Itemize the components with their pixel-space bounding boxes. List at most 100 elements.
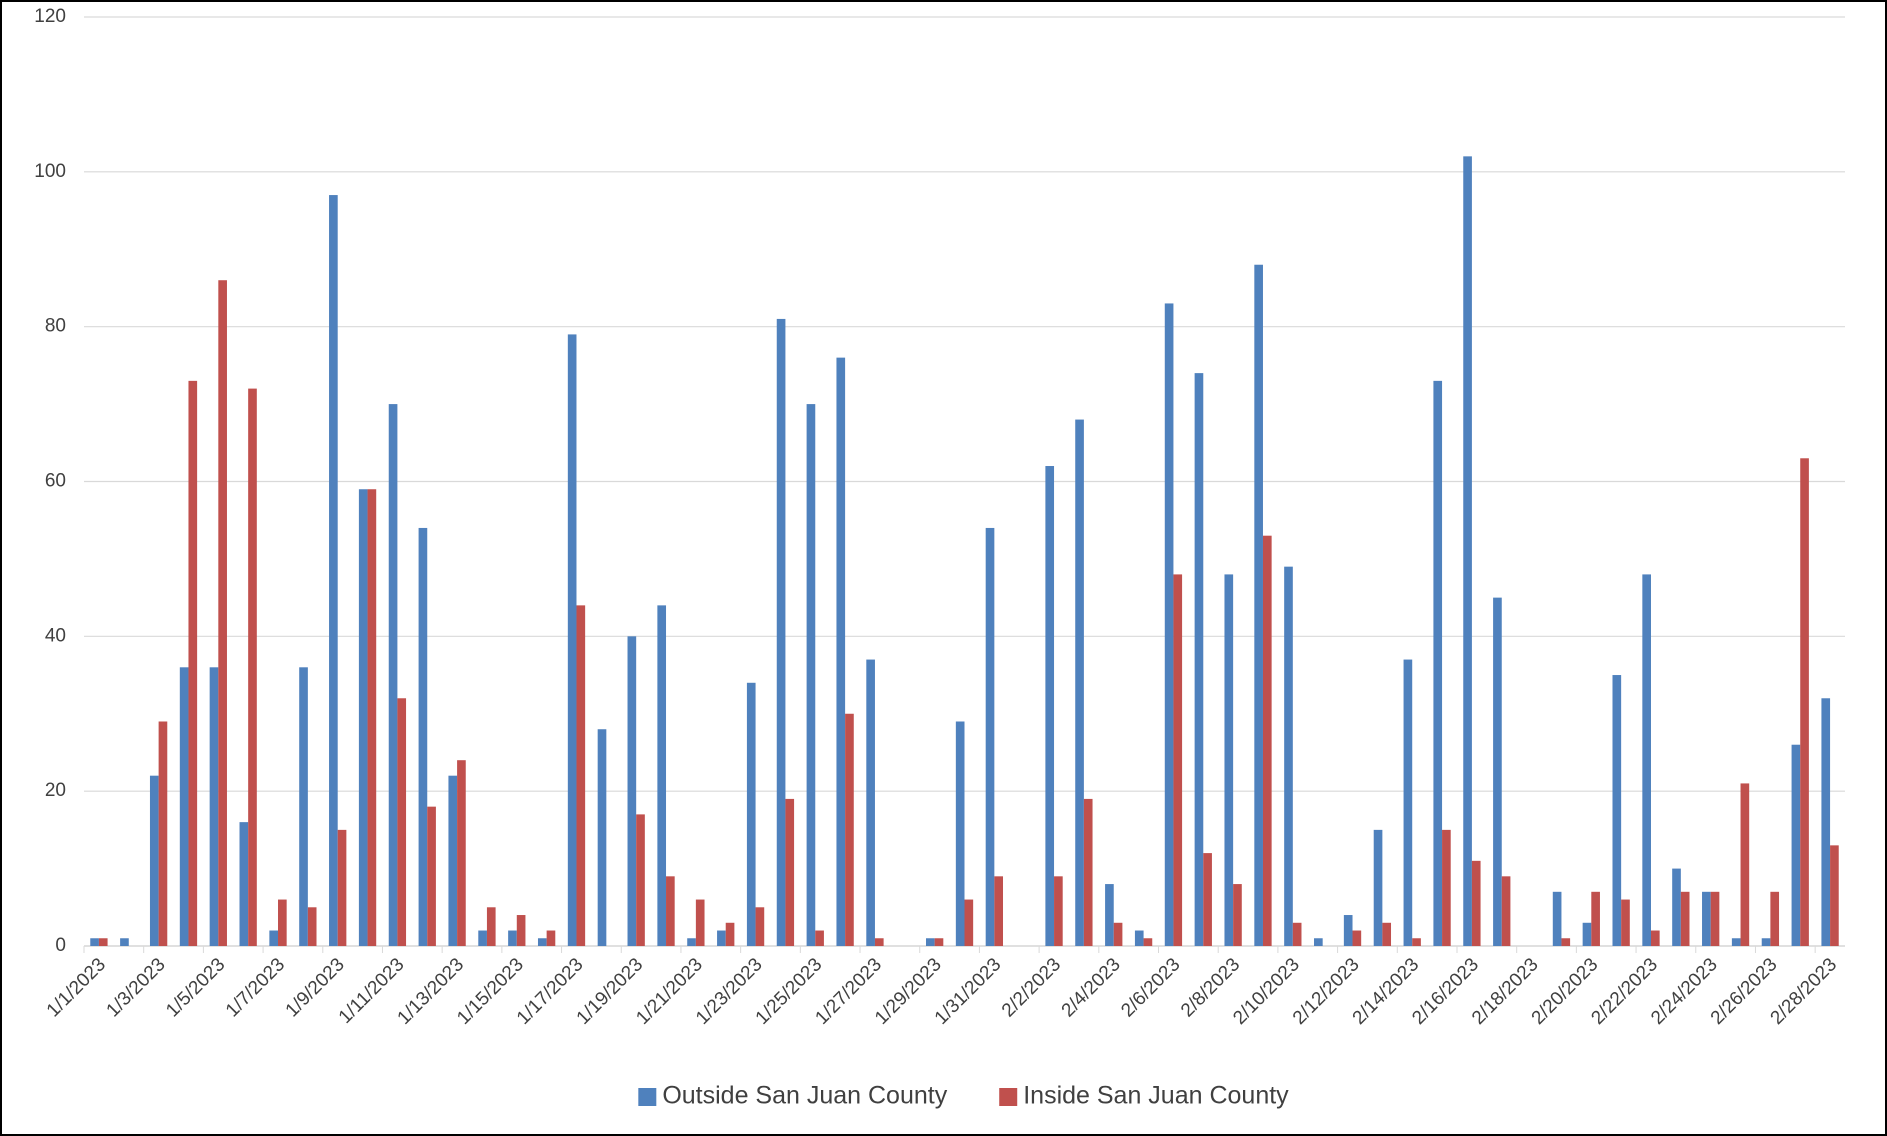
- bar: [1672, 868, 1681, 946]
- bar: [1442, 829, 1451, 946]
- bar: [1224, 574, 1234, 946]
- bar: [1731, 938, 1741, 946]
- bar: [866, 659, 875, 946]
- bar: [457, 760, 466, 946]
- bar: [546, 930, 556, 946]
- bar: [836, 357, 846, 947]
- bar: [90, 938, 99, 946]
- bar: [1501, 876, 1511, 946]
- bar: [1113, 922, 1123, 946]
- y-tick-label: 0: [55, 935, 66, 956]
- bar: [1292, 922, 1302, 946]
- bar: [687, 938, 696, 946]
- bar: [1740, 783, 1750, 946]
- bar: [755, 907, 765, 946]
- bar: [1463, 156, 1472, 947]
- bar: [1284, 566, 1293, 946]
- bar: [218, 280, 227, 946]
- bar: [1352, 930, 1362, 946]
- bar: [597, 729, 607, 946]
- bar: [1194, 373, 1204, 946]
- legend-label: Outside San Juan County: [662, 1082, 947, 1110]
- bar: [1262, 535, 1272, 946]
- bar: [516, 915, 526, 946]
- bar: [874, 938, 884, 946]
- bar: [1702, 891, 1711, 946]
- bar: [448, 775, 458, 946]
- bar: [1471, 860, 1481, 946]
- bar: [508, 930, 517, 946]
- bar: [209, 667, 219, 946]
- bar: [1650, 930, 1660, 946]
- legend: Outside San Juan County Inside San Juan C…: [638, 1082, 1289, 1110]
- bar: [725, 922, 735, 946]
- bar: [427, 806, 436, 946]
- bar: [367, 489, 377, 946]
- bar: [299, 667, 308, 946]
- bar: [478, 930, 487, 946]
- bar: [1433, 380, 1443, 946]
- bar: [925, 938, 935, 946]
- bar: [337, 829, 347, 946]
- bar: [120, 938, 129, 946]
- bar: [1173, 574, 1183, 946]
- bar: [636, 814, 645, 946]
- bar: [1382, 922, 1392, 946]
- legend-label: Inside San Juan County: [1023, 1082, 1289, 1110]
- bar: [994, 876, 1004, 946]
- bar: [1403, 659, 1413, 946]
- bar: [785, 798, 795, 946]
- bar: [1552, 891, 1562, 946]
- bar: [1680, 891, 1690, 946]
- bar: [1770, 891, 1780, 946]
- bar: [1254, 264, 1263, 946]
- bar: [1642, 574, 1651, 946]
- bar: [934, 938, 944, 946]
- bar: [1343, 915, 1353, 946]
- bar: [627, 636, 637, 946]
- bar: [388, 404, 398, 946]
- bar: [269, 930, 279, 946]
- bar: [806, 404, 816, 946]
- bar: [1233, 884, 1242, 946]
- bar: [418, 527, 428, 946]
- bar: [486, 907, 496, 946]
- bar: [1561, 938, 1571, 946]
- bar: [717, 930, 726, 946]
- bar: [307, 907, 317, 946]
- bar: [1373, 829, 1383, 946]
- bar: [278, 899, 287, 946]
- bar: [746, 682, 756, 946]
- bar: [98, 938, 108, 946]
- bar: [1830, 845, 1839, 946]
- bar: [1800, 458, 1809, 946]
- bar: [1821, 698, 1831, 946]
- bar: [1083, 798, 1093, 946]
- bar: [248, 388, 257, 947]
- bar: [1493, 597, 1502, 946]
- bar: [1134, 930, 1144, 946]
- bar: [179, 667, 189, 946]
- bar: [776, 318, 786, 946]
- bar: [1710, 891, 1720, 946]
- bar: [1203, 853, 1212, 946]
- bar: [1045, 466, 1055, 946]
- bar: [1412, 938, 1421, 946]
- bar: [955, 721, 965, 946]
- bar: [985, 527, 995, 946]
- y-tick-label: 40: [45, 625, 66, 646]
- bar: [358, 489, 368, 946]
- bar: [845, 713, 854, 946]
- bar: [158, 721, 168, 946]
- bar: [1761, 938, 1771, 946]
- bar: [239, 822, 249, 946]
- y-tick-label: 80: [45, 316, 66, 337]
- bar: [666, 876, 675, 946]
- y-tick-label: 100: [34, 161, 66, 182]
- bar: [188, 380, 198, 946]
- y-tick-label: 20: [45, 780, 66, 801]
- bar: [815, 930, 824, 946]
- bar: [695, 899, 705, 946]
- bar: [1582, 922, 1592, 946]
